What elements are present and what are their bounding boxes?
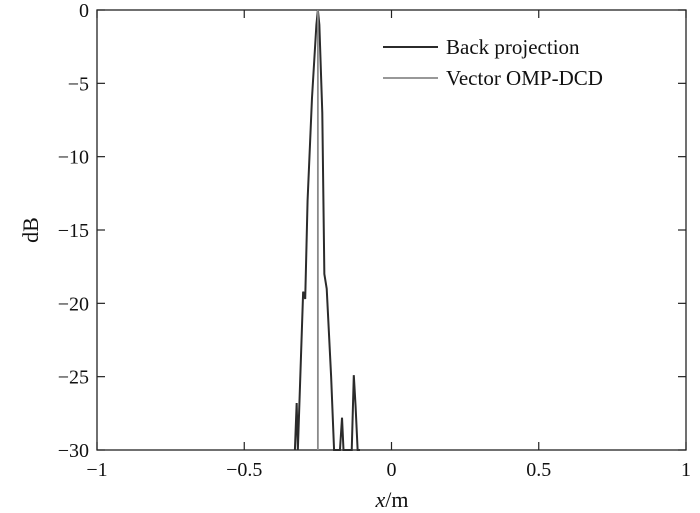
series-layer: [293, 9, 360, 451]
x-tick-label: 0: [387, 459, 397, 481]
y-axis: 0 −5 −10 −15 −20 −25 −30: [58, 0, 686, 462]
y-tick-label: −5: [68, 73, 89, 95]
x-axis-title: x/m: [375, 487, 409, 512]
series-line-back-projection: [293, 9, 360, 451]
plot-frame: [96, 9, 687, 451]
y-tick-label: −20: [58, 293, 89, 315]
x-axis: −1 −0.5 0 0.5 1: [86, 10, 691, 481]
x-tick-label: −0.5: [226, 459, 262, 481]
y-tick-label: 0: [79, 0, 89, 22]
legend-label-vector-omp-dcd: Vector OMP-DCD: [446, 66, 603, 90]
legend: Back projection Vector OMP-DCD: [383, 35, 603, 90]
x-axis-title-unit: /m: [385, 487, 408, 512]
y-tick-label: −15: [58, 220, 89, 242]
y-tick-label: −30: [58, 440, 89, 462]
x-tick-label: 1: [681, 459, 691, 481]
x-axis-title-variable: x: [375, 487, 386, 512]
y-axis-title: dB: [18, 217, 43, 243]
x-tick-label: 0.5: [526, 459, 551, 481]
legend-label-back-projection: Back projection: [446, 35, 580, 59]
y-tick-label: −25: [58, 367, 89, 389]
y-tick-label: −10: [58, 147, 89, 169]
x-tick-label: −1: [86, 459, 107, 481]
